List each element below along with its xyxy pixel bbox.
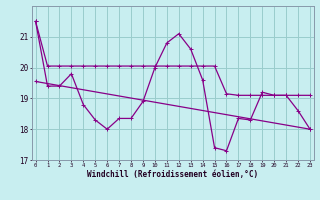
X-axis label: Windchill (Refroidissement éolien,°C): Windchill (Refroidissement éolien,°C) <box>87 170 258 179</box>
